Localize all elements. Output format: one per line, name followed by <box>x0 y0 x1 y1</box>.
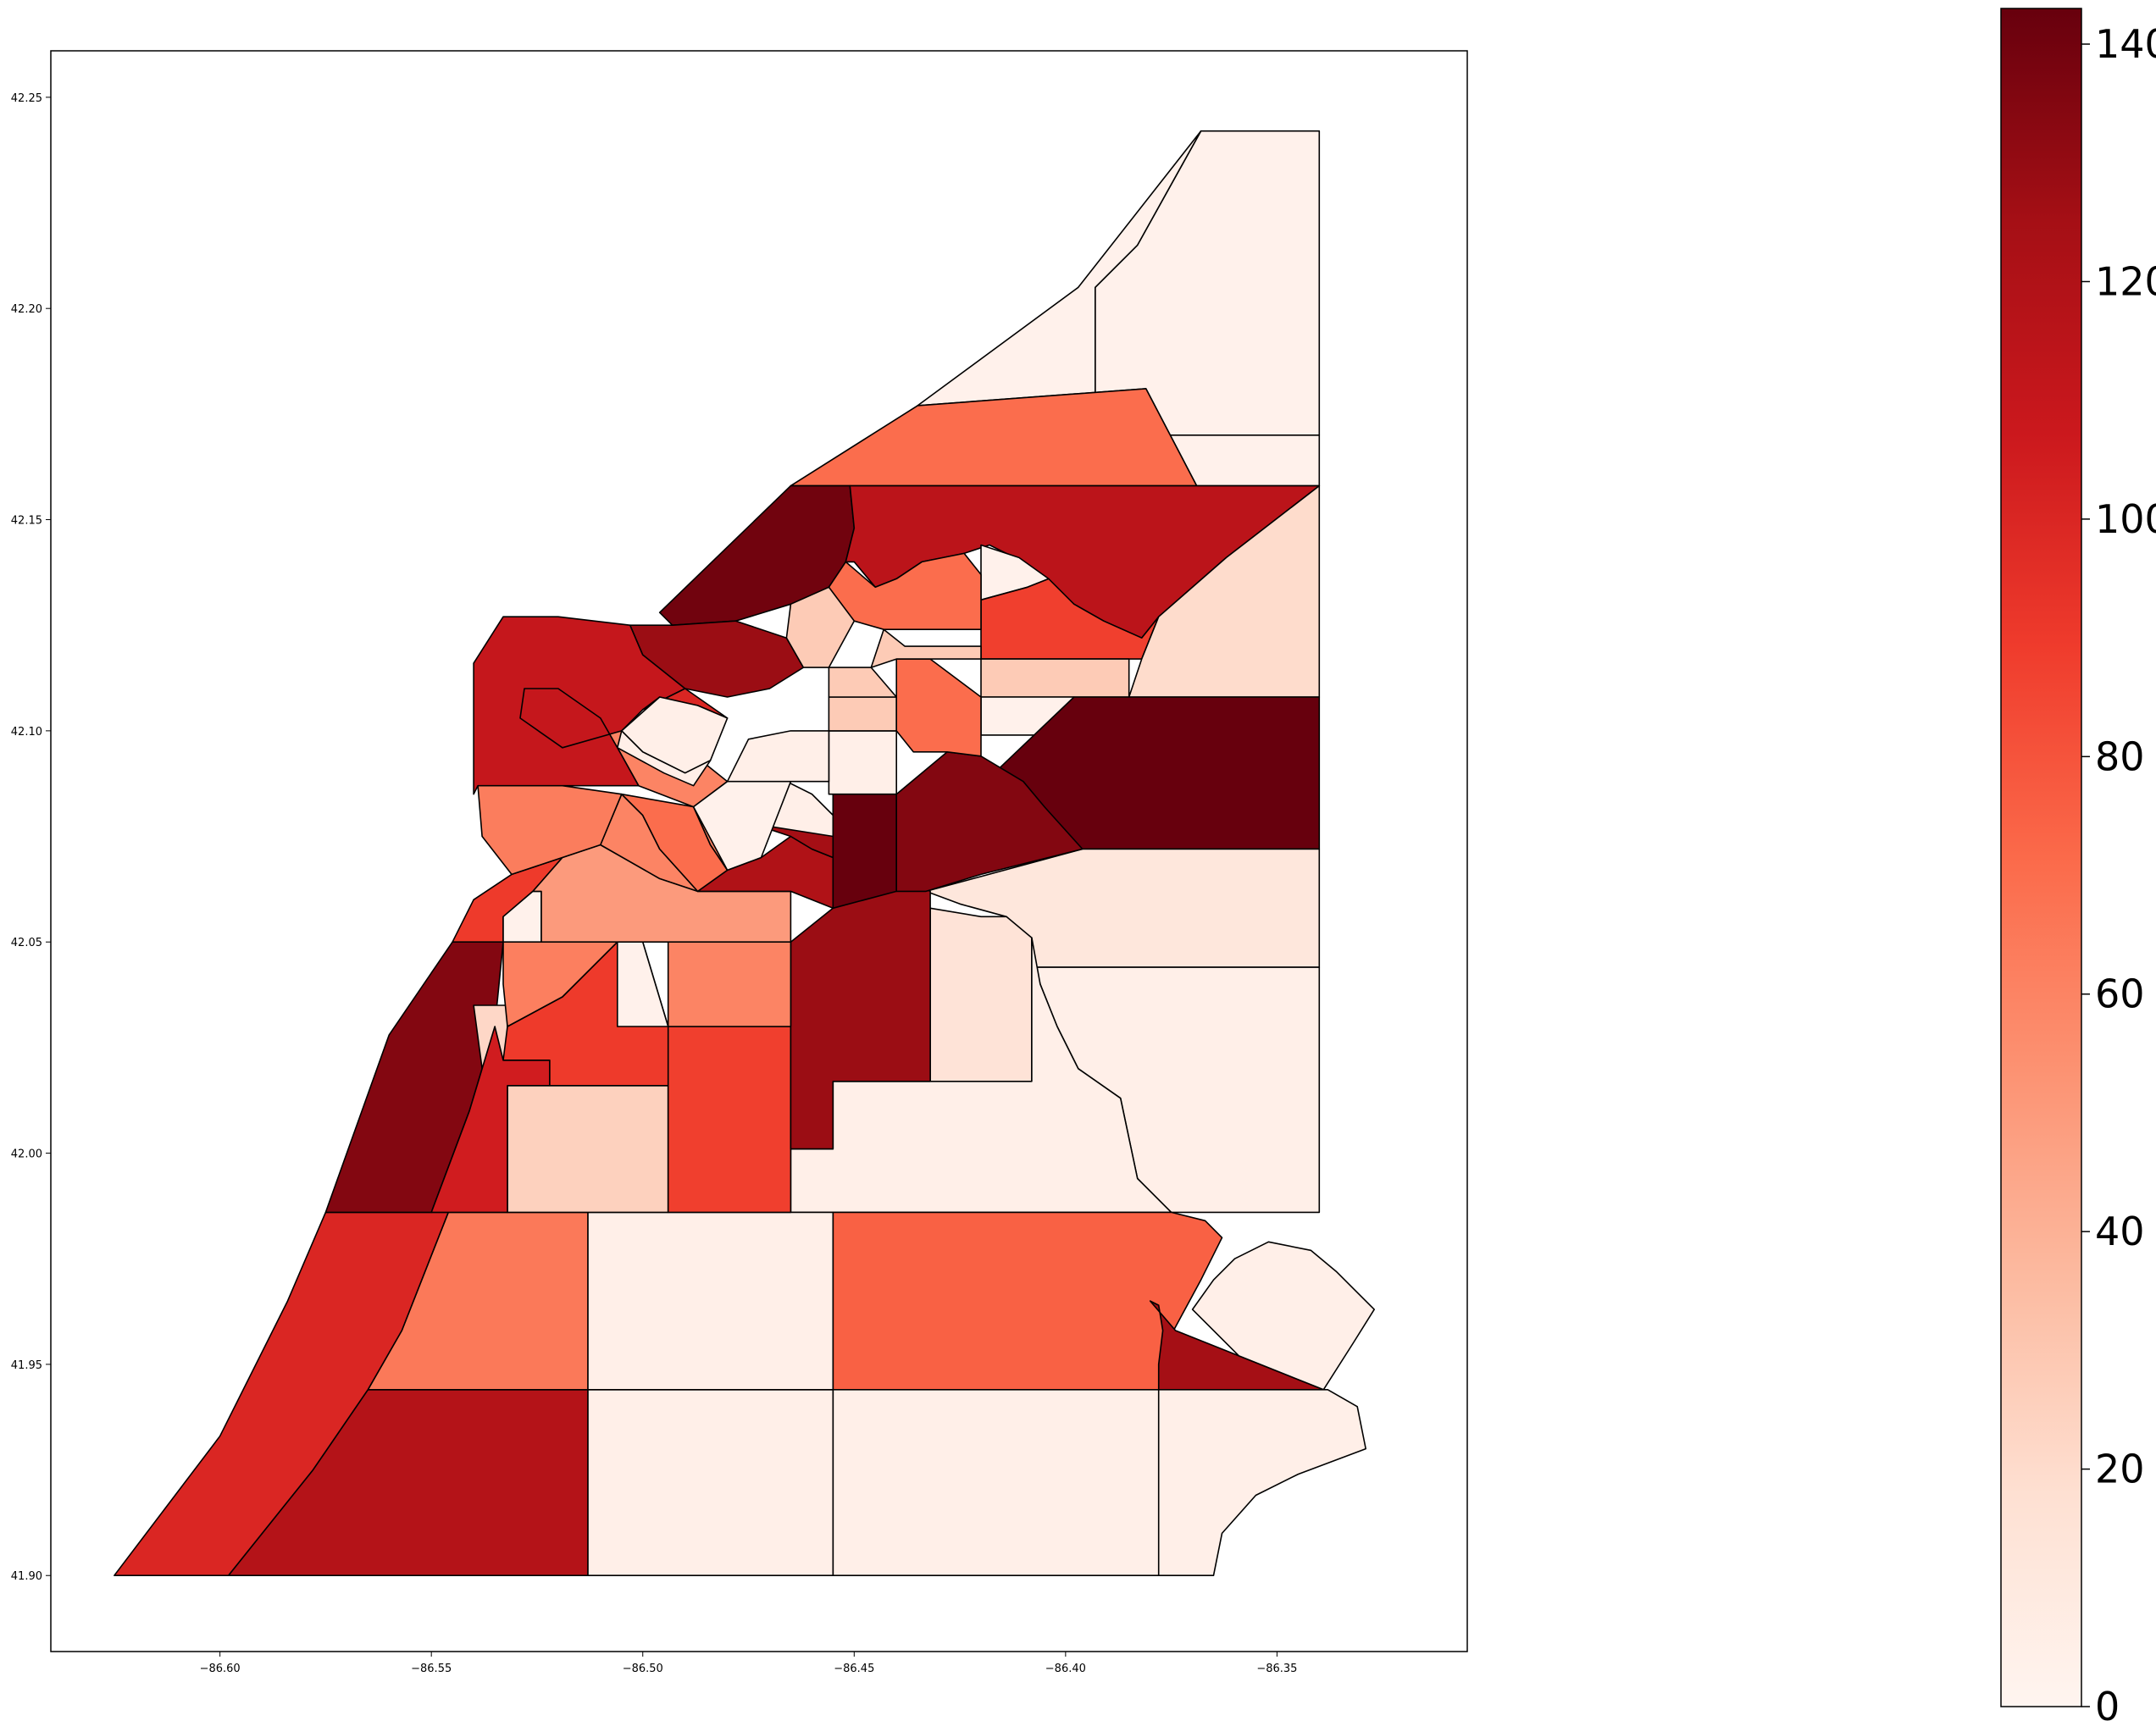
map-region-59 <box>828 696 897 732</box>
y-tick-label: 42.00 <box>11 1148 42 1161</box>
map-region-31 <box>667 1026 792 1214</box>
map-region-62 <box>870 628 982 668</box>
map-region-33 <box>667 941 792 1027</box>
colorbar-tick-label: 120 <box>2095 258 2156 304</box>
y-axis: 41.90 41.95 42.00 42.05 42.10 42.15 42.20 42.25 <box>11 92 51 1583</box>
colorbar-tick-label: 140 <box>2095 21 2156 67</box>
x-tick-label: −86.60 <box>200 1663 241 1675</box>
colorbar-tick-label: 0 <box>2095 1684 2120 1729</box>
y-tick-label: 42.25 <box>11 92 42 105</box>
map-region-35 <box>616 941 669 1027</box>
y-tick-label: 42.05 <box>11 937 42 949</box>
map-region-61 <box>895 658 982 757</box>
map-frame <box>50 50 1468 1652</box>
colorbar: 0 20 40 60 80 100 120 140 <box>2000 8 2156 1729</box>
colorbar-tick-label: 100 <box>2095 496 2156 542</box>
map-region-52 <box>473 616 686 795</box>
y-tick-label: 41.95 <box>11 1359 42 1372</box>
colorbar-tick-label: 60 <box>2095 971 2145 1017</box>
x-axis: −86.60 −86.55 −86.50 −86.45 −86.40 −86.35 <box>200 1652 1297 1675</box>
y-tick-label: 41.90 <box>11 1570 42 1583</box>
map-regions <box>114 130 1375 1576</box>
colorbar-gradient <box>2000 8 2082 1707</box>
map-region-22 <box>587 1389 834 1576</box>
y-tick-label: 42.20 <box>11 303 42 316</box>
map-region-15 <box>929 907 1033 1082</box>
colorbar-ticks: 0 20 40 60 80 100 120 140 <box>2081 21 2156 1729</box>
map-region-60 <box>828 667 897 698</box>
colorbar-tick-label: 40 <box>2095 1209 2145 1254</box>
map-region-4 <box>790 388 1198 487</box>
map-region-57 <box>828 730 897 795</box>
x-tick-label: −86.50 <box>623 1663 663 1675</box>
x-tick-label: −86.40 <box>1045 1663 1086 1675</box>
map-region-32 <box>790 873 931 1150</box>
x-tick-label: −86.55 <box>411 1663 452 1675</box>
map-region-50 <box>692 780 792 872</box>
map-region-20 <box>1157 1389 1366 1576</box>
map-region-23 <box>587 1211 834 1391</box>
y-tick-label: 42.15 <box>11 515 42 528</box>
map-region-64 <box>785 586 856 668</box>
map-region-19 <box>1191 1241 1375 1391</box>
y-tick-label: 42.10 <box>11 726 42 739</box>
map-region-53 <box>629 620 805 698</box>
map-region-46 <box>832 793 897 910</box>
map-region-21 <box>832 1389 1160 1576</box>
map-region-29 <box>507 1085 669 1214</box>
map-region-58 <box>726 730 830 783</box>
map-region-26 <box>114 1211 450 1576</box>
x-tick-label: −86.35 <box>1256 1663 1297 1675</box>
colorbar-tick-label: 20 <box>2095 1447 2145 1492</box>
map-region-56 <box>616 730 712 787</box>
colorbar-tick-label: 80 <box>2095 733 2145 779</box>
map-region-10 <box>980 658 1130 698</box>
x-tick-label: −86.45 <box>834 1663 874 1675</box>
